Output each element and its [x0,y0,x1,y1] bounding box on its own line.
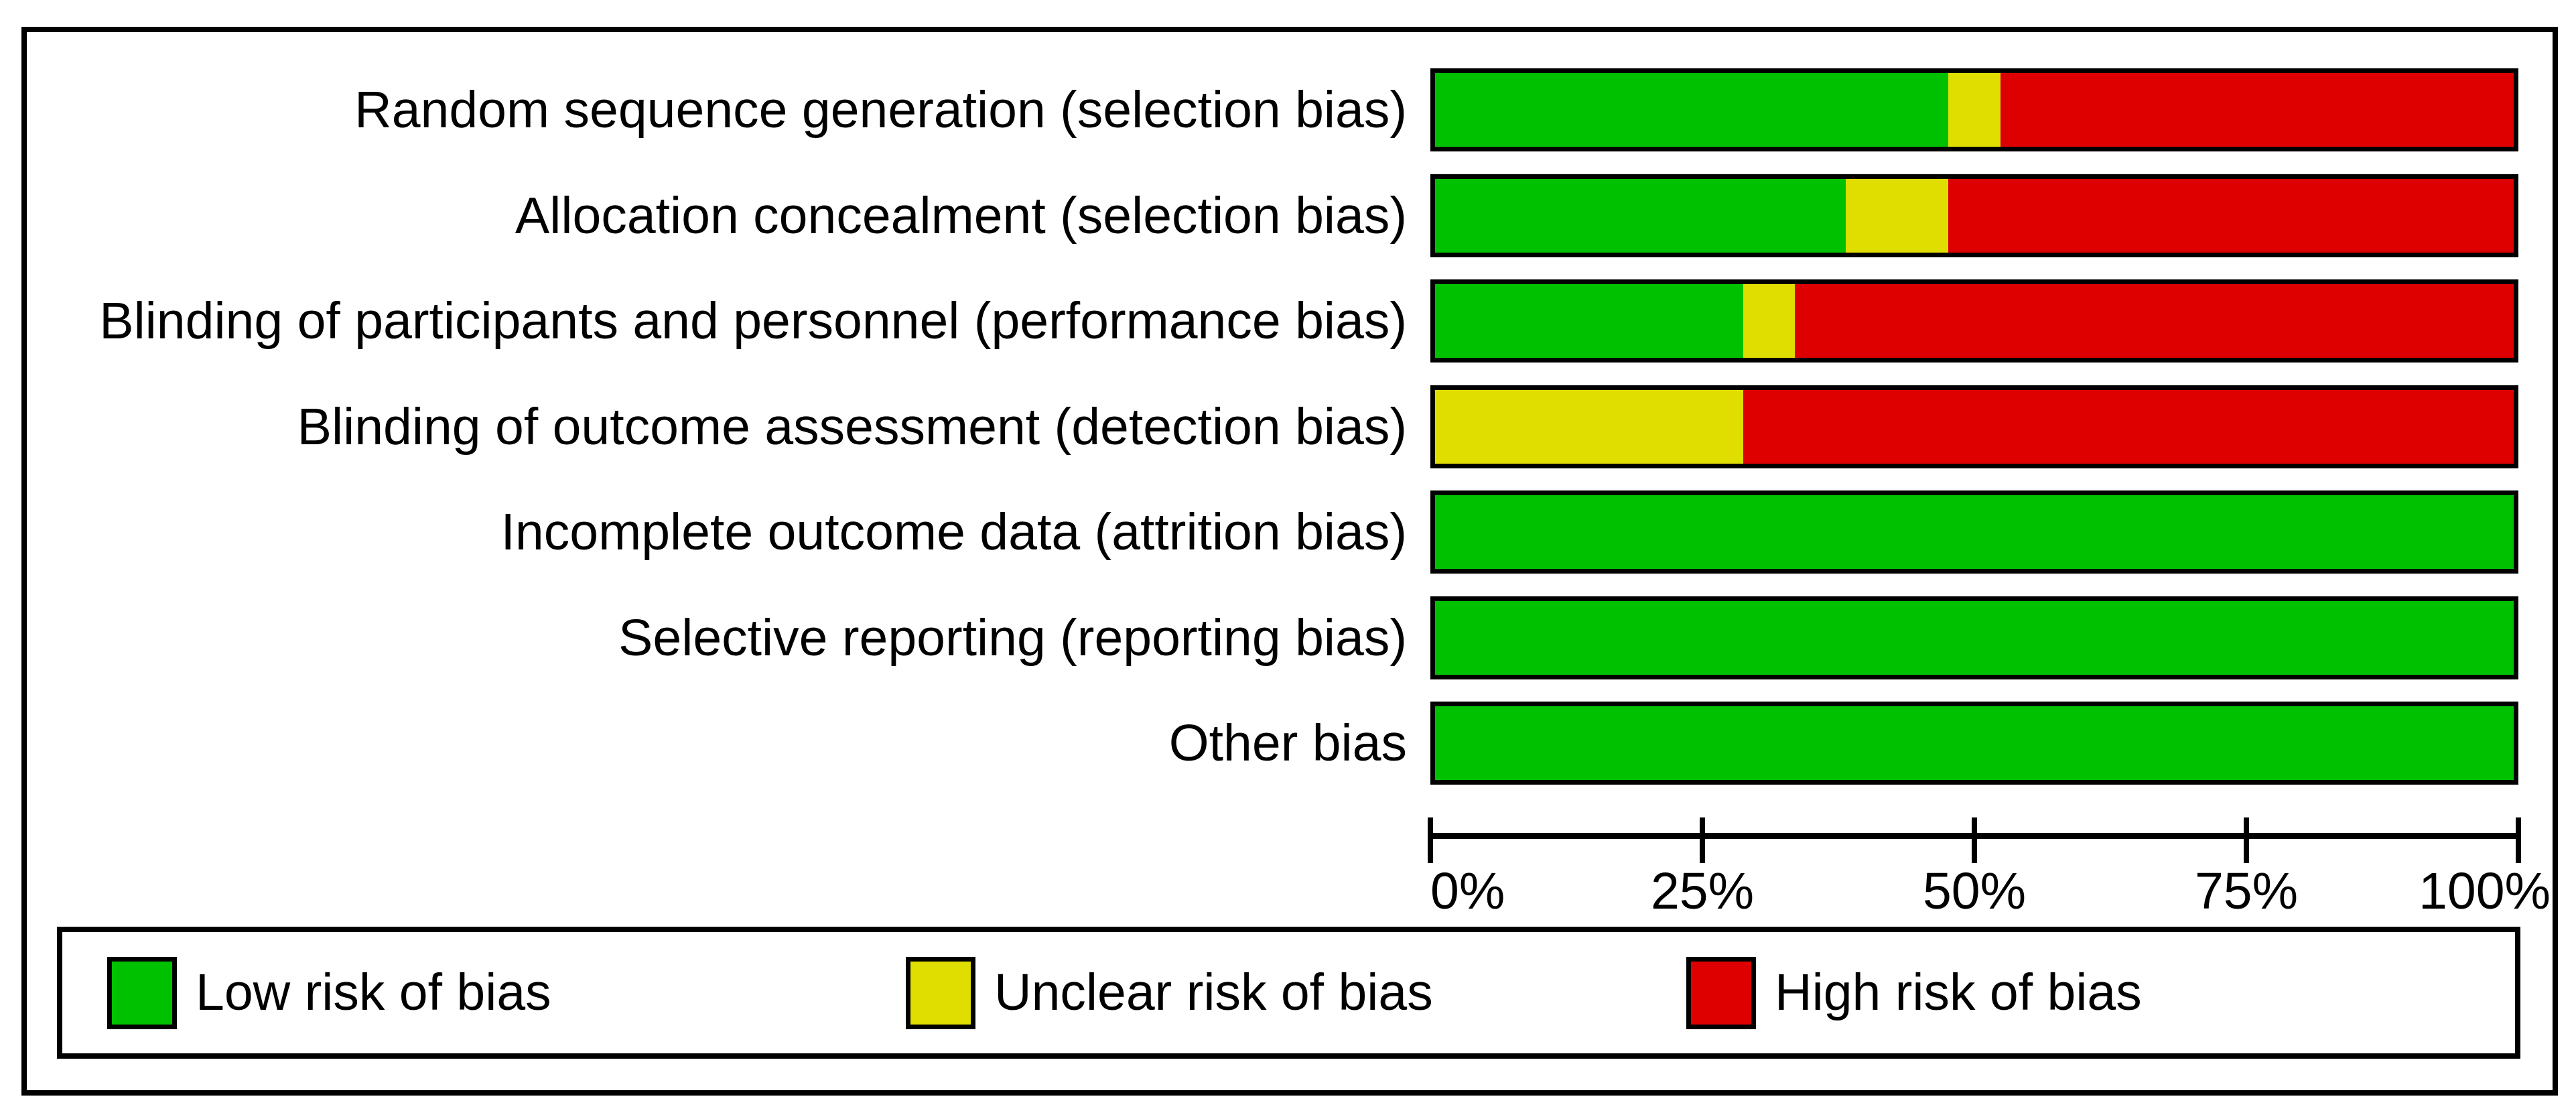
bar-segment-high-risk [1948,179,2514,253]
bar-segment-unclear-risk [1948,73,2001,147]
bar-segment-unclear-risk [1846,179,1949,253]
legend-box: Low risk of bias Unclear risk of bias High… [57,927,2520,1059]
legend-item: High risk of bias [1686,932,2142,1053]
legend-item: Unclear risk of bias [906,932,1433,1053]
bar-segment-low-risk [1435,601,2514,675]
x-axis-tick [1428,817,1433,863]
legend-label: Unclear risk of bias [994,964,1433,1021]
stacked-bar [1430,490,2518,574]
bar-segment-high-risk [1743,390,2514,464]
stacked-bar [1430,596,2518,679]
x-axis-tick-label: 0% [1430,862,1505,920]
bar-segment-unclear-risk [1743,284,1795,358]
legend-item: Low risk of bias [107,932,551,1053]
row-label: Blinding of participants and personnel (… [99,292,1407,350]
x-axis-tick [2516,817,2521,863]
row-label: Blinding of outcome assessment (detectio… [297,398,1407,456]
bar-segment-low-risk [1435,73,1949,147]
legend-label: Low risk of bias [196,964,551,1021]
stacked-bar [1430,702,2518,785]
bar-segment-high-risk [1795,284,2514,358]
row-label: Random sequence generation (selection bi… [354,81,1407,139]
bar-segment-high-risk [2000,73,2514,147]
x-axis-tick-label: 100% [2419,862,2551,920]
x-axis-tick [1972,817,1977,863]
row-label: Other bias [1168,714,1407,772]
legend-swatch-high-risk [1686,956,1756,1029]
legend-label: High risk of bias [1775,964,2142,1021]
stacked-bar [1430,279,2518,363]
bar-segment-low-risk [1435,179,1846,253]
stacked-bar [1430,174,2518,257]
bar-segment-low-risk [1435,284,1743,358]
row-label: Selective reporting (reporting bias) [618,609,1407,667]
row-label: Allocation concealment (selection bias) [515,187,1407,245]
bar-segment-low-risk [1435,706,2514,780]
row-label: Incomplete outcome data (attrition bias) [500,503,1407,561]
stacked-bar [1430,385,2518,468]
legend-swatch-unclear-risk [906,956,975,1029]
bar-segment-low-risk [1435,495,2514,569]
stacked-bar [1430,68,2518,151]
x-axis-tick [2244,817,2249,863]
x-axis-tick [1700,817,1705,863]
x-axis-tick-label: 25% [1650,862,1755,920]
bar-segment-unclear-risk [1435,390,1744,464]
legend-swatch-low-risk [107,956,177,1029]
x-axis-tick-label: 50% [1922,862,2027,920]
x-axis-tick-label: 75% [2194,862,2299,920]
